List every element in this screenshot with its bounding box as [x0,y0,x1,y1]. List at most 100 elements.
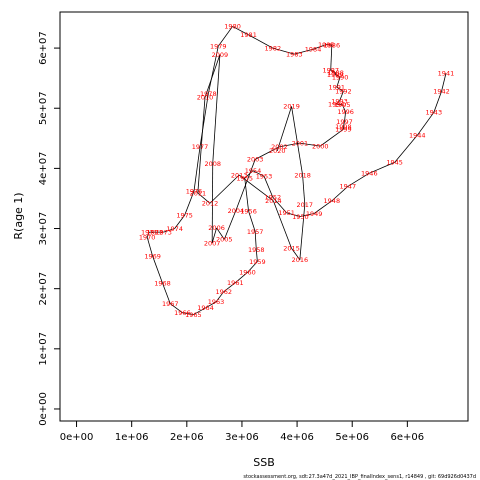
year-label: 1985 [318,41,335,49]
year-label: 1942 [433,88,450,96]
series-segment [204,54,221,98]
year-label: 2008 [204,160,221,168]
series-segment [286,212,301,217]
series-segment [334,72,337,75]
year-label: 1952 [265,194,282,202]
year-label: 1983 [286,50,303,58]
series-segment [232,26,249,36]
series-segment [394,135,418,163]
year-label: 1945 [386,159,403,167]
year-label: 1941 [438,70,455,78]
x-axis-title: SSB [253,456,275,469]
series-segment [193,307,206,315]
year-label: 1958 [248,246,265,254]
year-label: 1981 [240,31,257,39]
year-label: 2015 [283,245,300,253]
year-label: 1971 [141,228,158,236]
year-label: 1959 [249,258,266,266]
year-label: 1943 [426,109,443,117]
year-label: 1997 [336,118,353,126]
year-label: 1986 [324,41,341,49]
series-segment [170,303,183,314]
y-axis: 0e+00 1e+07 2e+07 3e+07 4e+07 5e+07 6e+07 [38,31,61,426]
series-segment [197,192,211,204]
series-segment [347,172,370,187]
year-label: 2003 [247,156,264,164]
year-label: 2016 [292,256,309,264]
series-segment [211,163,214,243]
series-segment [252,170,265,177]
year-label: 1963 [208,298,225,306]
series-segment [244,170,254,179]
y-tick-label: 6e+07 [38,31,49,65]
year-label: 1980 [224,23,241,31]
x-tick-label: 4e+06 [280,432,314,443]
year-label: 1995 [334,101,351,109]
year-label: 1956 [240,207,257,215]
series-segment [244,177,249,212]
year-label: 1967 [162,300,179,308]
series-segment [212,54,221,164]
year-label: 1974 [166,225,183,233]
year-label: 1994 [328,100,345,108]
year-label: 1982 [265,44,282,52]
year-label: 2009 [212,51,229,59]
x-tick-label: 0e+00 [60,432,94,443]
series-segment [336,86,344,92]
series-segment [162,283,171,304]
series-segment [254,146,280,160]
series-segment [272,47,295,55]
series-segment [336,103,343,106]
series-segment [205,301,217,309]
year-label: 1998 [335,123,352,131]
series-segment [302,174,306,205]
year-label: 2017 [297,201,314,209]
series-segment [182,312,194,315]
series-segment [276,106,292,152]
series-segment [207,46,219,94]
x-tick-label: 5e+06 [335,432,369,443]
series-segment [209,174,240,204]
series-segment [248,34,274,49]
year-label: 1990 [332,73,349,81]
year-label: 1961 [227,279,244,287]
series-segment [255,249,258,262]
year-label: 2012 [202,200,219,208]
series-segment [344,111,346,122]
series-segment [334,74,341,78]
year-label: 2010 [197,94,214,102]
series-segment [263,176,274,198]
year-label: 1996 [337,108,354,116]
footer-text: stockassessment.org, sdt:27.3a47d_2021_I… [243,474,476,480]
year-label: 1978 [200,90,217,98]
year-label: 1954 [245,167,262,175]
year-label: 1970 [139,233,156,241]
year-label: 2007 [204,239,221,247]
series-segment [313,200,333,214]
year-label: 1960 [239,269,256,277]
series-segment [312,44,327,50]
year-label: 1964 [197,304,214,312]
year-label: 1973 [155,228,172,236]
series-segment [416,112,435,136]
year-label: 1947 [340,183,357,191]
series-segment [247,261,258,273]
series-segment [215,291,225,303]
series-segment [291,106,303,176]
year-label: 1944 [409,132,426,140]
series-segment [184,191,195,216]
series-segment [254,231,257,250]
year-label: 1987 [322,67,339,75]
year-label: 2001 [292,139,309,147]
series-segment [343,121,345,127]
series-segment [152,256,163,284]
year-label: 1977 [192,143,209,151]
year-label: 1953 [256,173,273,181]
series-segment [339,91,344,102]
year-label: 2013 [231,171,248,179]
x-tick-label: 2e+06 [170,432,204,443]
year-label: 1989 [327,71,344,79]
y-tick-label: 0e+00 [38,392,49,426]
year-label: 1951 [278,209,295,217]
